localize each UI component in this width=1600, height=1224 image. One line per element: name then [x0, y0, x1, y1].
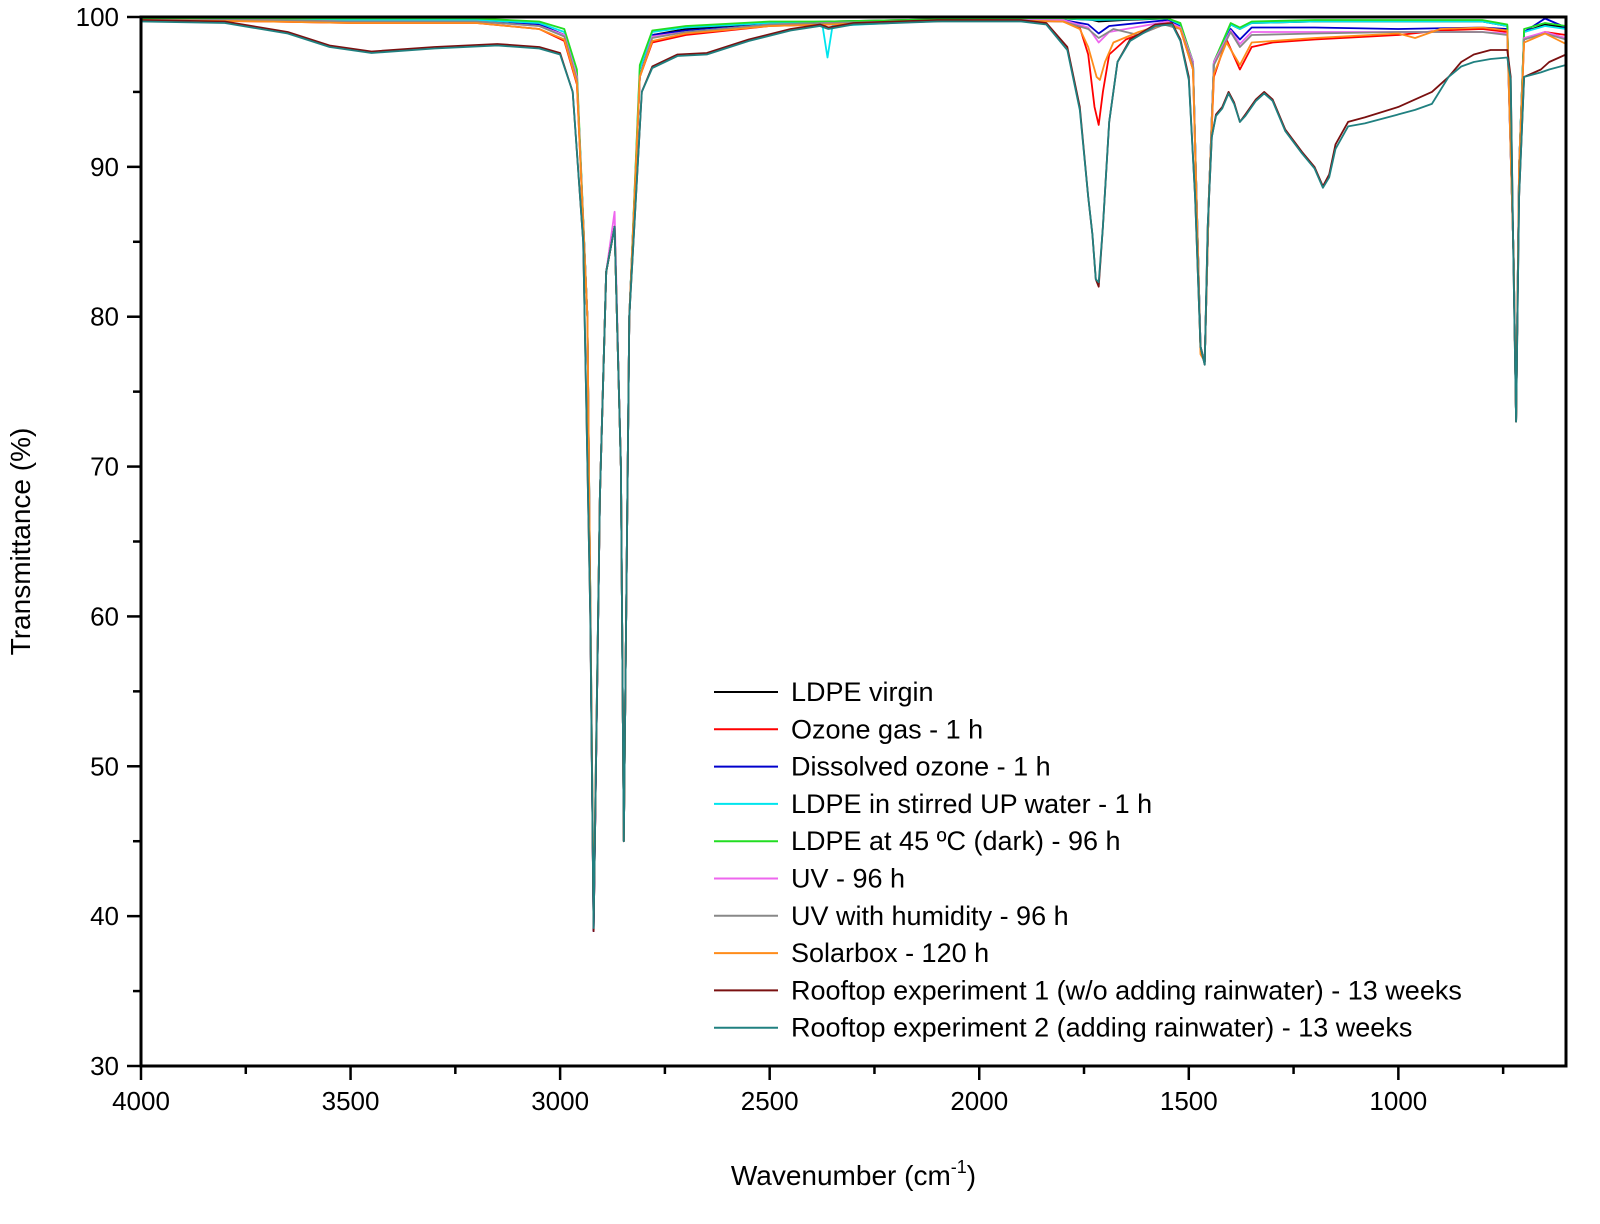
x-axis-title-close: ) — [967, 1160, 976, 1191]
x-tick-label: 3500 — [322, 1086, 380, 1116]
legend-label: Rooftop experiment 2 (adding rainwater) … — [791, 1013, 1412, 1043]
legend-label: Dissolved ozone - 1 h — [791, 752, 1051, 782]
x-tick-label: 1500 — [1160, 1086, 1218, 1116]
legend-label: LDPE virgin — [791, 677, 934, 707]
x-axis-title-superscript: -1 — [951, 1157, 967, 1177]
legend: LDPE virgin Ozone gas - 1 h Dissolved ozon… — [714, 677, 1462, 1043]
x-tick-label: 4000 — [112, 1086, 170, 1116]
x-tick-label: 3000 — [531, 1086, 589, 1116]
y-tick-label: 40 — [90, 901, 119, 931]
x-tick-label: 2500 — [741, 1086, 799, 1116]
series-line-10 — [141, 20, 1566, 929]
x-tick-label: 1000 — [1369, 1086, 1427, 1116]
series-line-7 — [141, 19, 1566, 917]
tick-layer: 4000 3500 3000 2500 2000 1500 1000 30 40 50 60 70 80… — [76, 2, 1505, 1116]
x-axis-title-main: Wavenumber (cm — [731, 1160, 951, 1191]
series-line-6 — [141, 19, 1566, 917]
legend-label: Rooftop experiment 1 (w/o adding rainwat… — [791, 975, 1462, 1005]
legend-label: UV with humidity - 96 h — [791, 901, 1069, 931]
y-tick-label: 70 — [90, 452, 119, 482]
legend-label: Ozone gas - 1 h — [791, 714, 983, 744]
legend-label: UV - 96 h — [791, 864, 905, 894]
y-tick-label: 50 — [90, 751, 119, 781]
y-tick-label: 80 — [90, 302, 119, 332]
series-line-8 — [141, 19, 1566, 917]
x-tick-label: 2000 — [950, 1086, 1008, 1116]
legend-label: LDPE in stirred UP water - 1 h — [791, 789, 1152, 819]
legend-label: LDPE at 45 ºC (dark) - 96 h — [791, 826, 1121, 856]
legend-label: Solarbox - 120 h — [791, 938, 989, 968]
y-tick-label: 90 — [90, 152, 119, 182]
x-axis-title: Wavenumber (cm-1) — [731, 1157, 976, 1191]
y-tick-label: 100 — [76, 2, 119, 32]
y-axis-title: Transmittance (%) — [5, 428, 36, 656]
y-tick-label: 60 — [90, 601, 119, 631]
y-tick-label: 30 — [90, 1051, 119, 1081]
